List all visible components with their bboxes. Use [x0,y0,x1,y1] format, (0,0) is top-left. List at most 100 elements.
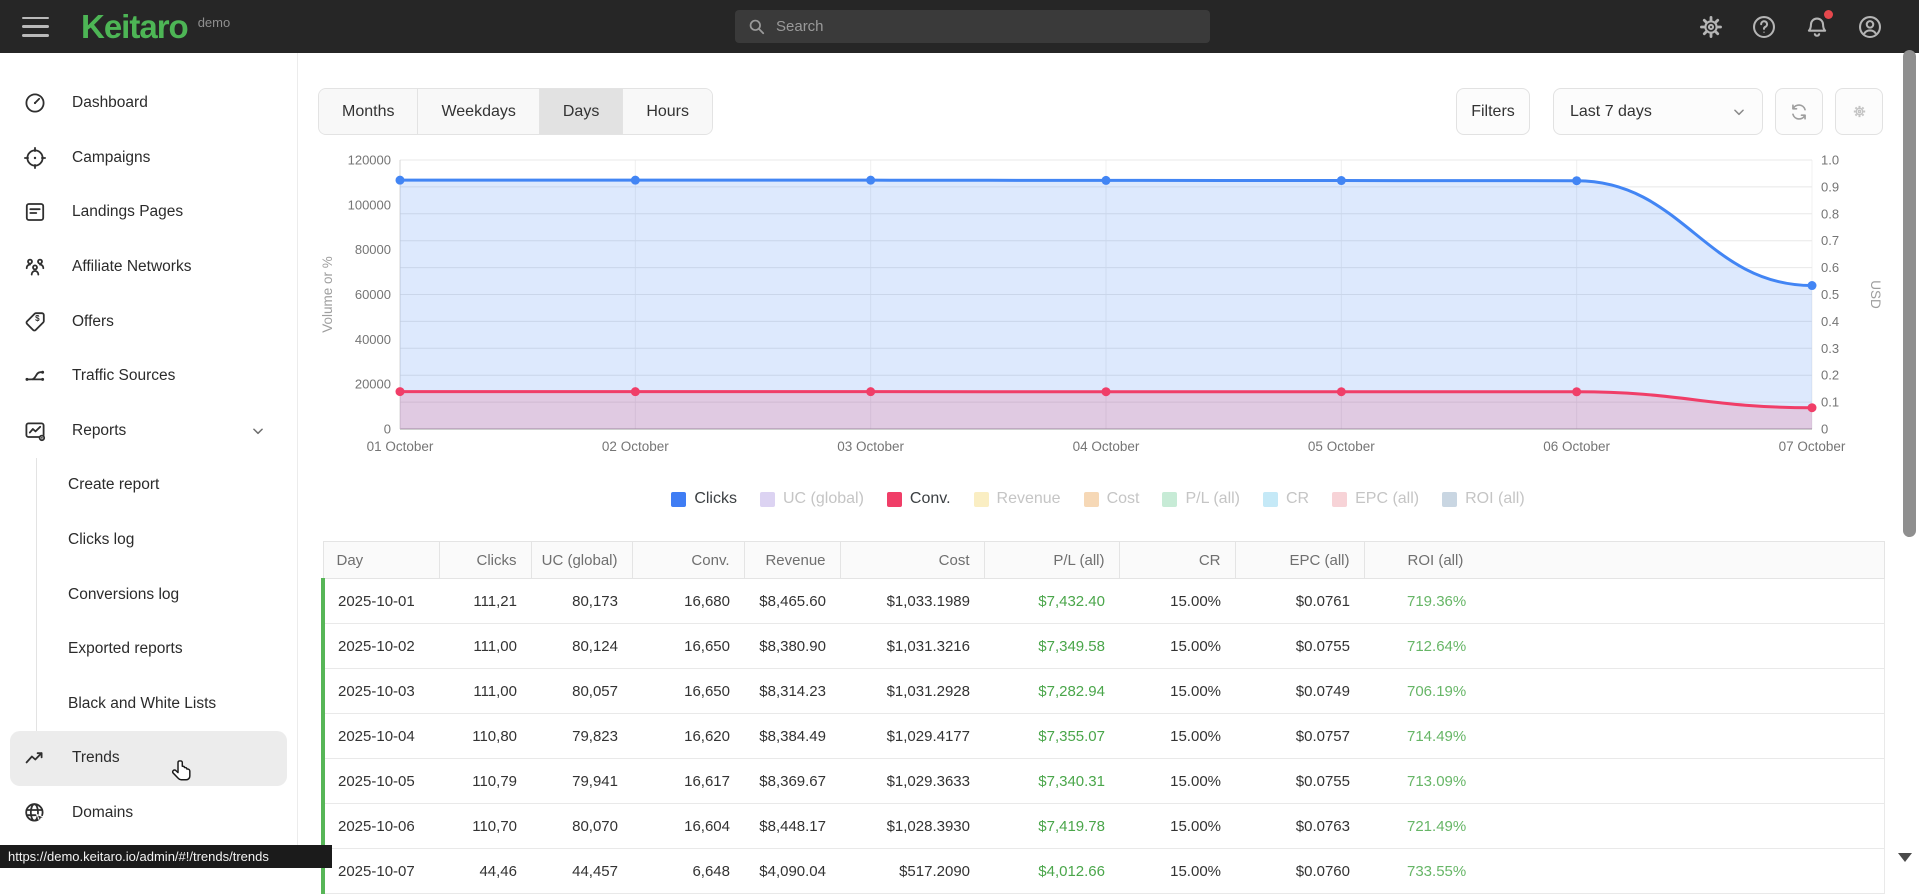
tab-weekdays[interactable]: Weekdays [418,89,539,134]
help-icon[interactable] [1751,14,1777,40]
chevron-down-icon [1732,105,1746,119]
pages-icon [23,200,47,224]
sidebar-item-offers[interactable]: $Offers [10,294,287,349]
legend-item-cr[interactable]: CR [1263,490,1309,508]
vertical-scrollbar[interactable] [1903,50,1916,537]
data-point-clicks[interactable] [866,176,875,185]
data-point-conv[interactable] [1337,387,1346,396]
search-input[interactable] [776,18,1176,35]
tab-months[interactable]: Months [319,89,418,134]
legend-item-revenue[interactable]: Revenue [974,490,1061,508]
chart-settings-button[interactable] [1835,88,1883,135]
sidebar-item-traffic-sources[interactable]: Traffic Sources [10,349,287,404]
sidebar-item-trends[interactable]: Trends [10,731,287,786]
account-icon[interactable] [1857,14,1883,40]
legend-item-conv[interactable]: Conv. [887,490,951,508]
chevron-down-icon [251,424,265,438]
x-axis-label: 03 October [837,439,904,454]
left-axis-tick: 100000 [348,197,391,212]
filters-button[interactable]: Filters [1456,88,1530,135]
settings-icon[interactable] [1698,14,1724,40]
data-point-clicks[interactable] [396,176,405,185]
cell-clicks: 110,80 [439,714,531,759]
cell-epc-all: $0.0755 [1235,759,1364,804]
data-point-clicks[interactable] [631,176,640,185]
data-point-conv[interactable] [1808,403,1817,412]
sidebar-item-landings-pages[interactable]: Landings Pages [10,185,287,240]
x-axis-label: 07 October [1779,439,1846,454]
sidebar-item-create-report[interactable]: Create report [10,458,287,513]
date-range-select[interactable]: Last 7 days [1553,88,1763,135]
data-point-conv[interactable] [1102,387,1111,396]
cell-cost: $1,033.1989 [840,579,984,624]
sidebar-item-label: Clicks log [68,531,134,549]
x-axis-label: 06 October [1543,439,1610,454]
notifications-icon[interactable] [1804,14,1830,40]
sidebar-item-clicks-log[interactable]: Clicks log [10,513,287,568]
legend-item-roi-all[interactable]: ROI (all) [1442,490,1525,508]
legend-item-epc-all[interactable]: EPC (all) [1332,490,1419,508]
legend-swatch [1332,492,1347,507]
keitaro-logo[interactable]: Keitaro [81,8,188,46]
gear-icon [1851,103,1868,120]
legend-item-clicks[interactable]: Clicks [671,490,737,508]
data-point-conv[interactable] [866,387,875,396]
column-header-p-l-all[interactable]: P/L (all) [984,542,1119,579]
scroll-down-arrow-icon[interactable] [1898,853,1912,862]
column-header-revenue[interactable]: Revenue [744,542,840,579]
global-search[interactable] [735,10,1210,43]
sidebar-item-affiliate-networks[interactable]: Affiliate Networks [10,240,287,295]
legend-item-uc-global[interactable]: UC (global) [760,490,864,508]
sidebar-item-reports[interactable]: Reports [10,404,287,459]
sidebar-item-dashboard[interactable]: Dashboard [10,76,287,131]
column-header-cost[interactable]: Cost [840,542,984,579]
data-point-clicks[interactable] [1337,176,1346,185]
column-header-epc-all[interactable]: EPC (all) [1235,542,1364,579]
data-point-conv[interactable] [631,387,640,396]
column-header-day[interactable]: Day [323,542,439,579]
tab-days[interactable]: Days [540,89,623,134]
cell-conv: 16,650 [632,669,744,714]
sidebar-item-exported-reports[interactable]: Exported reports [10,622,287,677]
legend-swatch [1162,492,1177,507]
cell-uc-global: 79,941 [531,759,632,804]
data-point-clicks[interactable] [1572,176,1581,185]
left-axis-tick: 120000 [348,153,391,168]
data-point-conv[interactable] [1572,387,1581,396]
sidebar-item-black-and-white-lists[interactable]: Black and White Lists [10,677,287,732]
sidebar-item-domains[interactable]: Domains [10,786,287,841]
data-point-conv[interactable] [396,387,405,396]
legend-swatch [974,492,989,507]
legend-item-p-l-all[interactable]: P/L (all) [1162,490,1240,508]
column-header-roi-all[interactable]: ROI (all) [1364,542,1884,579]
status-url: https://demo.keitaro.io/admin/#!/trends/… [0,845,332,868]
right-axis-tick: 0.1 [1821,395,1839,410]
cell-conv: 16,604 [632,804,744,849]
sidebar-item-campaigns[interactable]: Campaigns [10,131,287,186]
hamburger-menu-icon[interactable] [22,17,49,37]
cell-conv: 16,680 [632,579,744,624]
data-point-clicks[interactable] [1102,176,1111,185]
line-chart-canvas[interactable]: 1.00.90.80.70.60.50.40.30.20.10120000100… [318,138,1898,488]
legend-label: CR [1286,490,1309,508]
sidebar-item-conversions-log[interactable]: Conversions log [10,567,287,622]
tab-hours[interactable]: Hours [623,89,712,134]
refresh-button[interactable] [1775,88,1823,135]
cell-clicks: 111,21 [439,579,531,624]
cell-p-l-all: $4,012.66 [984,849,1119,894]
column-header-clicks[interactable]: Clicks [439,542,531,579]
column-header-conv[interactable]: Conv. [632,542,744,579]
data-point-clicks[interactable] [1808,281,1817,290]
column-header-cr[interactable]: CR [1119,542,1235,579]
legend-item-cost[interactable]: Cost [1084,490,1140,508]
column-header-uc-global[interactable]: UC (global) [531,542,632,579]
